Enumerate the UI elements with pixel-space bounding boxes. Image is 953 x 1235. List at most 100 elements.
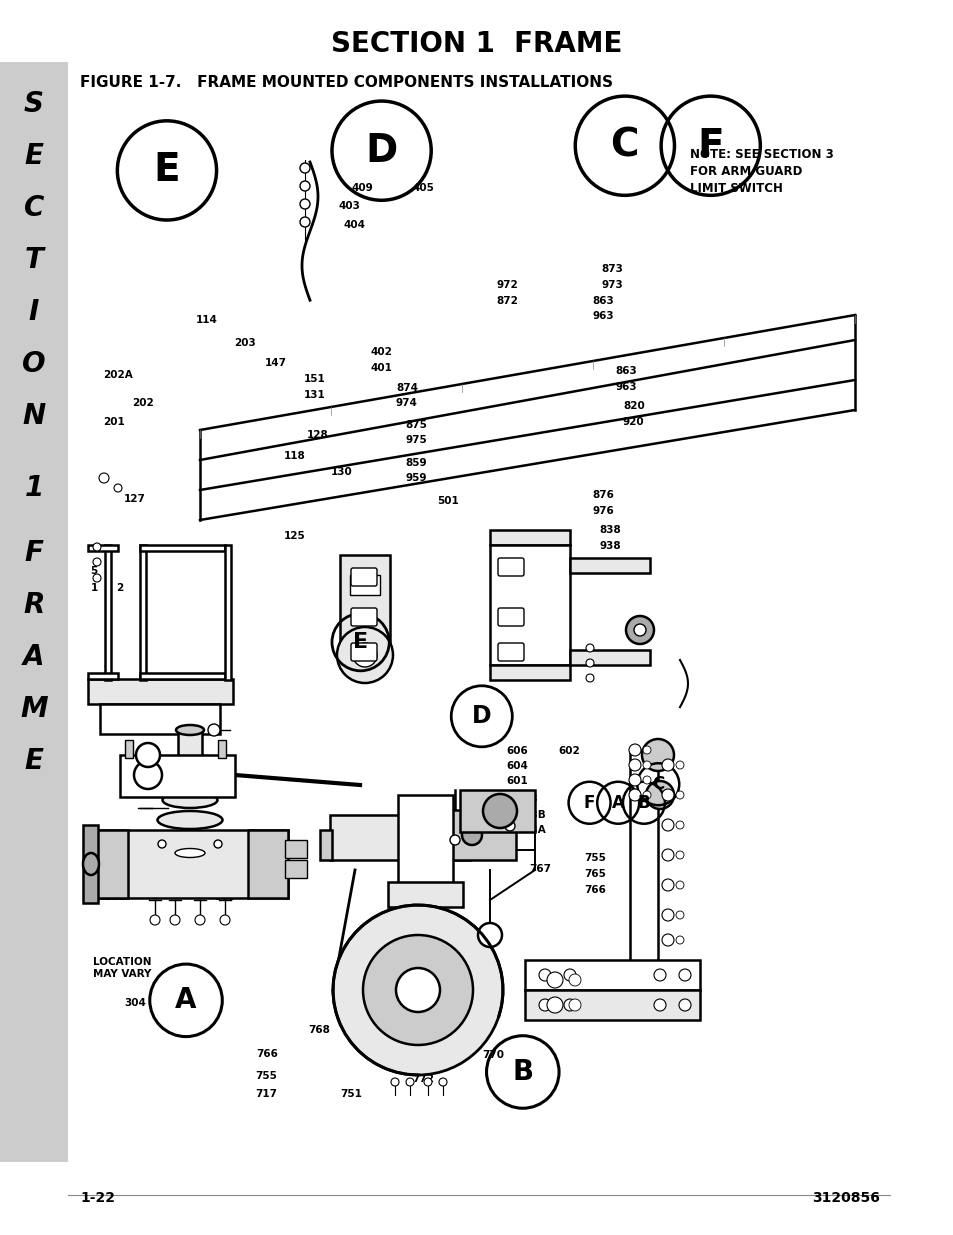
- Ellipse shape: [157, 811, 222, 829]
- Text: NOTE: SEE SECTION 3
FOR ARM GUARD
LIMIT SWITCH: NOTE: SEE SECTION 3 FOR ARM GUARD LIMIT …: [689, 148, 833, 195]
- Circle shape: [461, 825, 481, 845]
- Text: 771: 771: [459, 1032, 481, 1042]
- Text: 602: 602: [558, 746, 579, 756]
- Text: 604: 604: [506, 761, 528, 771]
- Circle shape: [333, 905, 502, 1074]
- Text: A: A: [175, 987, 196, 1014]
- Text: 863: 863: [615, 366, 637, 375]
- Bar: [569, 558, 649, 573]
- Text: B: B: [637, 794, 650, 811]
- Circle shape: [676, 821, 683, 829]
- Ellipse shape: [162, 792, 217, 808]
- Circle shape: [92, 543, 101, 551]
- Text: 765: 765: [583, 869, 605, 879]
- Text: 114: 114: [195, 315, 217, 325]
- Text: 151: 151: [303, 374, 325, 384]
- Circle shape: [628, 774, 640, 785]
- Text: FIGURE 1-7.   FRAME MOUNTED COMPONENTS INSTALLATIONS: FIGURE 1-7. FRAME MOUNTED COMPONENTS INS…: [80, 75, 613, 90]
- Text: 838: 838: [598, 525, 620, 535]
- Bar: [0, 62, 68, 1162]
- Circle shape: [634, 624, 645, 636]
- Circle shape: [679, 999, 690, 1011]
- Circle shape: [676, 881, 683, 889]
- Circle shape: [568, 999, 580, 1011]
- Circle shape: [336, 627, 393, 683]
- Text: 3120856: 3120856: [811, 1191, 879, 1205]
- Bar: [100, 704, 220, 734]
- Bar: [88, 679, 233, 704]
- Circle shape: [438, 1078, 447, 1086]
- Circle shape: [406, 1078, 414, 1086]
- Circle shape: [363, 935, 473, 1045]
- Bar: [105, 545, 111, 680]
- Circle shape: [654, 969, 665, 981]
- Text: 755: 755: [255, 1071, 277, 1081]
- Text: 5: 5: [91, 566, 98, 576]
- Text: E: E: [25, 747, 44, 776]
- Text: E: E: [25, 142, 44, 170]
- Circle shape: [194, 915, 205, 925]
- Circle shape: [645, 781, 673, 809]
- Circle shape: [661, 848, 673, 861]
- Text: 203: 203: [233, 338, 255, 348]
- Bar: [248, 830, 288, 898]
- Text: E: E: [153, 152, 180, 189]
- Bar: [88, 830, 288, 898]
- Circle shape: [563, 999, 576, 1011]
- Circle shape: [208, 724, 220, 736]
- Circle shape: [170, 915, 180, 925]
- Bar: [285, 860, 307, 878]
- Text: 404: 404: [343, 220, 365, 230]
- Bar: [218, 740, 226, 758]
- Text: 768: 768: [308, 1025, 330, 1035]
- Text: 717: 717: [255, 1089, 277, 1099]
- Text: 127: 127: [124, 494, 146, 504]
- Circle shape: [676, 790, 683, 799]
- Bar: [490, 530, 569, 545]
- Text: O: O: [22, 350, 46, 378]
- Text: 820: 820: [622, 401, 644, 411]
- Circle shape: [661, 934, 673, 946]
- Bar: [120, 755, 234, 797]
- Circle shape: [585, 659, 594, 667]
- Circle shape: [585, 674, 594, 682]
- Circle shape: [213, 840, 222, 848]
- Circle shape: [299, 163, 310, 173]
- Text: 403: 403: [338, 201, 360, 211]
- Bar: [490, 545, 569, 664]
- Text: 118: 118: [284, 451, 306, 461]
- Circle shape: [625, 616, 654, 643]
- Text: 963: 963: [592, 311, 614, 321]
- Text: 1-22: 1-22: [80, 1191, 115, 1205]
- Text: C: C: [652, 776, 663, 793]
- Text: 767: 767: [529, 864, 551, 874]
- Ellipse shape: [175, 725, 204, 735]
- Text: LOCATION
MAY VARY: LOCATION MAY VARY: [93, 957, 152, 978]
- Text: 872: 872: [496, 296, 517, 306]
- Text: C: C: [610, 127, 639, 164]
- Circle shape: [136, 743, 160, 767]
- Text: 772: 772: [412, 1074, 434, 1084]
- Text: 501: 501: [436, 496, 458, 506]
- Text: 303: 303: [214, 892, 236, 902]
- Text: 202A: 202A: [103, 370, 132, 380]
- Text: 405: 405: [412, 183, 434, 193]
- Bar: [350, 576, 379, 595]
- Bar: [339, 555, 390, 655]
- Text: 130: 130: [331, 467, 353, 477]
- Circle shape: [482, 794, 517, 827]
- Text: 770: 770: [481, 1050, 503, 1060]
- Bar: [490, 664, 569, 680]
- Circle shape: [585, 643, 594, 652]
- FancyBboxPatch shape: [497, 643, 523, 661]
- Circle shape: [676, 936, 683, 944]
- Circle shape: [642, 790, 650, 799]
- Circle shape: [158, 840, 166, 848]
- Text: 128: 128: [307, 430, 329, 440]
- Text: 603A: 603A: [516, 825, 545, 835]
- Circle shape: [133, 761, 162, 789]
- Text: 601: 601: [506, 776, 528, 785]
- Circle shape: [220, 915, 230, 925]
- Text: C: C: [24, 194, 44, 222]
- Bar: [140, 545, 225, 551]
